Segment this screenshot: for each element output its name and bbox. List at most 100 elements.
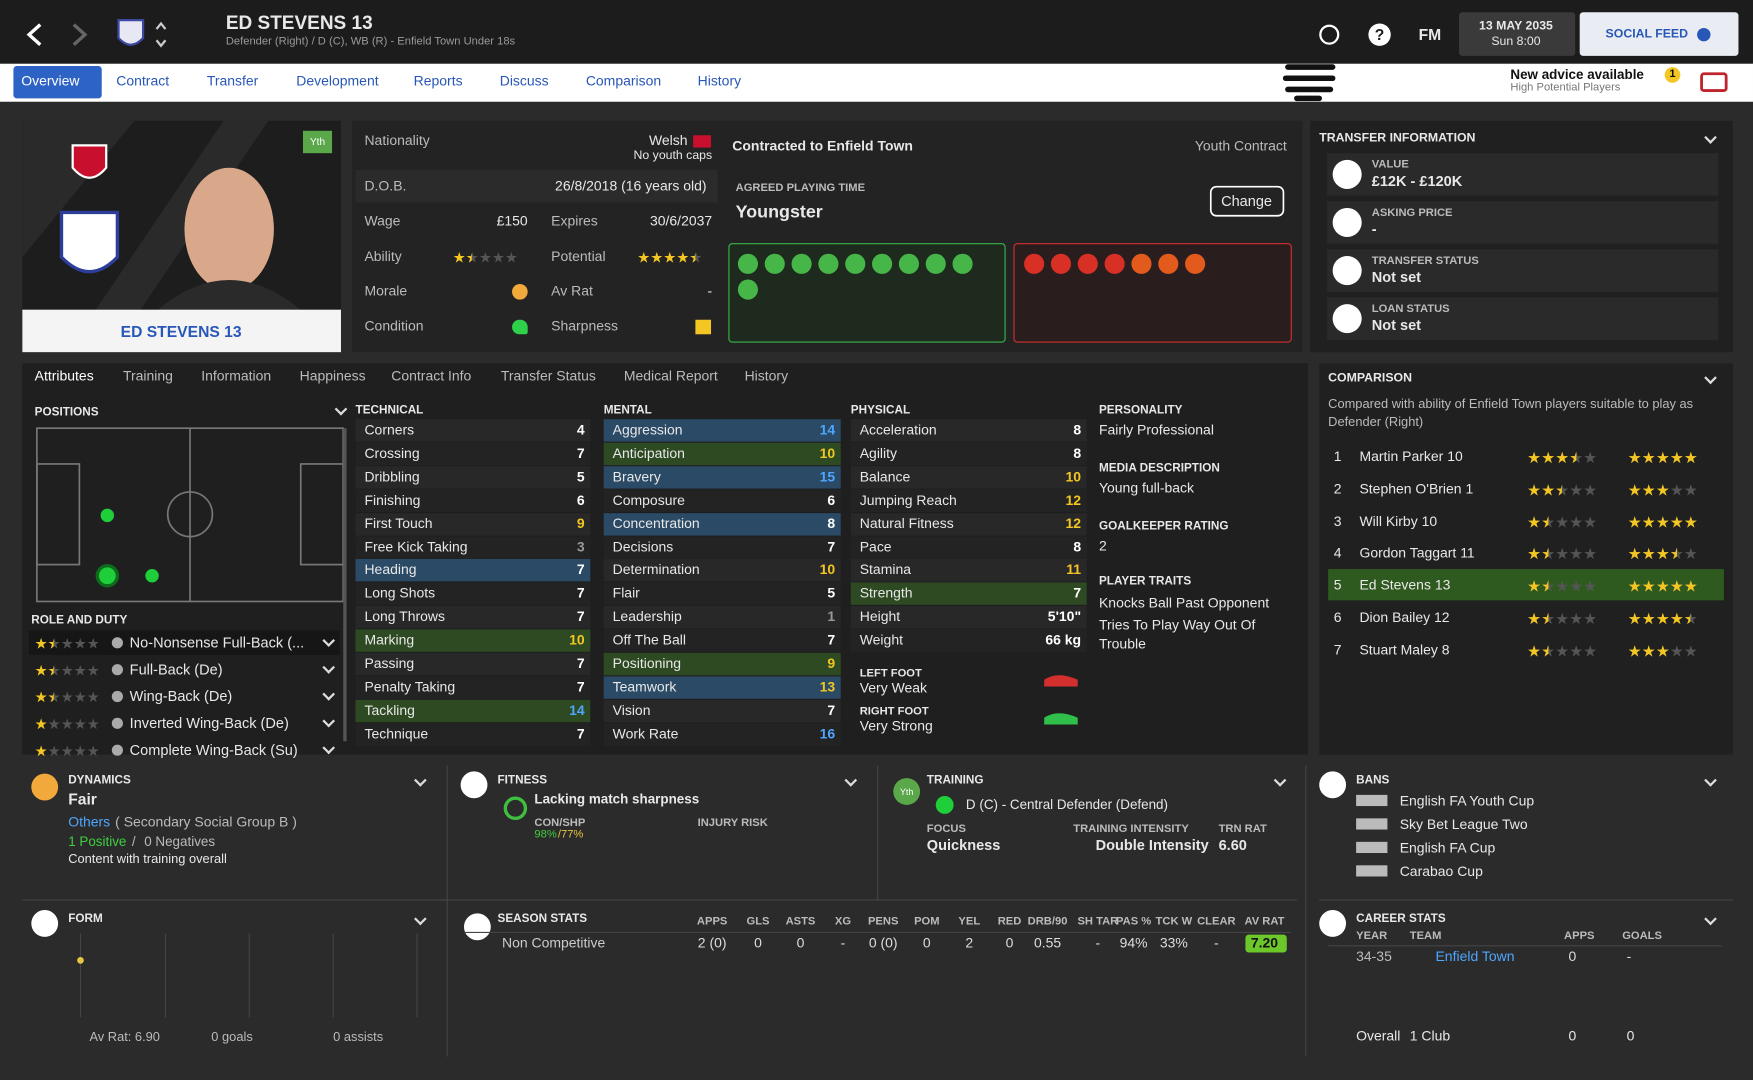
highlight-row: [1328, 569, 1724, 601]
attr-value: 4: [576, 422, 585, 438]
label: Ability: [364, 248, 402, 265]
attr-row: [355, 722, 591, 746]
attr-name: Passing: [364, 655, 415, 672]
star-rating: ★★★★★★★★★★: [1627, 577, 1698, 595]
attr-row: [355, 582, 591, 606]
sub-tab[interactable]: Happiness: [299, 368, 366, 385]
rank: 2: [1333, 481, 1342, 497]
social-feed[interactable]: SOCIAL FEED: [1605, 27, 1689, 41]
dynamics-status: Fair: [68, 789, 97, 808]
attr-name: Jumping Reach: [859, 492, 957, 508]
advice-badge: [1664, 67, 1681, 83]
row-bg: [355, 169, 718, 203]
ban: English FA Youth Cup: [1399, 793, 1535, 809]
attr-row: [355, 465, 591, 489]
attr-value: 7: [576, 608, 585, 625]
attr-value: 10: [1065, 468, 1082, 485]
attr-value: 3: [576, 538, 585, 555]
world-icon[interactable]: [1319, 24, 1340, 45]
forward-arrow[interactable]: [72, 23, 88, 46]
nav-tab[interactable]: Comparison: [585, 73, 662, 89]
attr-value: 5: [576, 468, 585, 485]
help-icon[interactable]: [1368, 23, 1391, 46]
sub-tab[interactable]: History: [744, 368, 789, 385]
info-icon: [111, 744, 123, 756]
nav-tab[interactable]: Contract: [116, 73, 170, 89]
stat-value: 0 (0): [868, 935, 898, 951]
item-label: LOAN STATUS: [1371, 302, 1450, 316]
nav-tab[interactable]: Discuss: [499, 73, 549, 89]
attr-value: 5: [827, 585, 836, 602]
back-arrow[interactable]: [26, 23, 42, 46]
stat-header: YEL: [958, 915, 981, 928]
attr-value: 7: [576, 725, 585, 742]
career-value: -: [1626, 948, 1632, 965]
training-icon: [893, 778, 921, 805]
player[interactable]: Dion Bailey 12: [1359, 609, 1450, 626]
ban: Sky Bet League Two: [1399, 816, 1528, 833]
role-name[interactable]: Full-Back (De): [129, 660, 223, 678]
player[interactable]: Stephen O'Brien 1: [1359, 481, 1474, 497]
role-name[interactable]: Wing-Back (De): [129, 687, 233, 705]
social-box[interactable]: [1579, 12, 1739, 56]
attr-value: 8: [827, 515, 836, 532]
tv-icon[interactable]: [1700, 72, 1728, 92]
role-name[interactable]: Complete Wing-Back (Su): [129, 741, 298, 759]
attr-value: 8: [1073, 538, 1082, 555]
sub-tab[interactable]: Attributes: [34, 368, 94, 385]
date-box[interactable]: [1458, 12, 1576, 56]
trait: Tries To Play Way Out Of Trouble: [1098, 617, 1256, 652]
nav-tab[interactable]: History: [697, 73, 742, 89]
rating-pill: [1245, 934, 1287, 953]
sub-tab[interactable]: Medical Report: [623, 368, 718, 385]
player[interactable]: Ed Stevens 13: [1359, 577, 1451, 594]
change-button[interactable]: [1209, 185, 1285, 217]
career-header: YEAR: [1356, 930, 1388, 943]
menu-icon[interactable]: [1282, 64, 1336, 102]
stat-header: APPS: [696, 915, 728, 928]
fitness-icon: [460, 771, 488, 799]
change-button[interactable]: Change: [1221, 192, 1273, 210]
pro-icons: [737, 253, 973, 300]
foot-label: LEFT FOOT: [859, 667, 922, 680]
advice-sub: High Potential Players: [1510, 81, 1621, 94]
role-name[interactable]: No-Nonsense Full-Back (...: [129, 634, 305, 651]
role-row: [29, 630, 340, 656]
nav-tab[interactable]: Transfer: [206, 73, 259, 89]
attr-value: 8: [1073, 445, 1082, 462]
nav-tab[interactable]: Reports: [413, 73, 463, 89]
nav-tab[interactable]: Overview: [21, 73, 80, 89]
info-icon: [111, 690, 123, 703]
section-title: POSITIONS: [34, 405, 99, 419]
attr-name: Bravery: [612, 468, 661, 485]
rank: 5: [1333, 577, 1342, 594]
attr-value: 13: [819, 679, 836, 695]
group: Others: [68, 814, 111, 831]
role-name[interactable]: Inverted Wing-Back (De): [129, 714, 289, 732]
player[interactable]: Stuart Maley 8: [1359, 642, 1450, 658]
nation-crest: [71, 144, 108, 179]
player[interactable]: Gordon Taggart 11: [1359, 545, 1475, 562]
comparison-note: Compared with ability of Enfield Town pl…: [1328, 398, 1694, 430]
nav-tab[interactable]: Development: [296, 73, 379, 89]
item-label: VALUE: [1371, 158, 1409, 172]
sub-tab[interactable]: Contract Info: [391, 368, 472, 385]
player[interactable]: Martin Parker 10: [1359, 448, 1463, 465]
sub-tab[interactable]: Transfer Status: [500, 368, 596, 385]
player[interactable]: Will Kirby 10: [1359, 513, 1438, 529]
attr-row: [603, 559, 841, 582]
switcher[interactable]: [155, 21, 167, 48]
section-title: CAREER STATS: [1356, 911, 1446, 926]
section-title: TECHNICAL: [355, 403, 424, 417]
sub-tab[interactable]: Information: [201, 368, 272, 385]
stat-value: 2 (0): [697, 935, 727, 951]
sharpness-ring: [503, 796, 528, 821]
attr-name: Height: [859, 608, 901, 625]
attr-name: Natural Fitness: [859, 515, 954, 532]
career-total: 1 Club: [1409, 1027, 1451, 1044]
attr-name: Flair: [612, 585, 640, 602]
section-title: PHYSICAL: [850, 403, 911, 417]
attr-row: [603, 442, 841, 465]
small-label: FOCUS: [926, 822, 966, 836]
sub-tab[interactable]: Training: [122, 368, 173, 385]
